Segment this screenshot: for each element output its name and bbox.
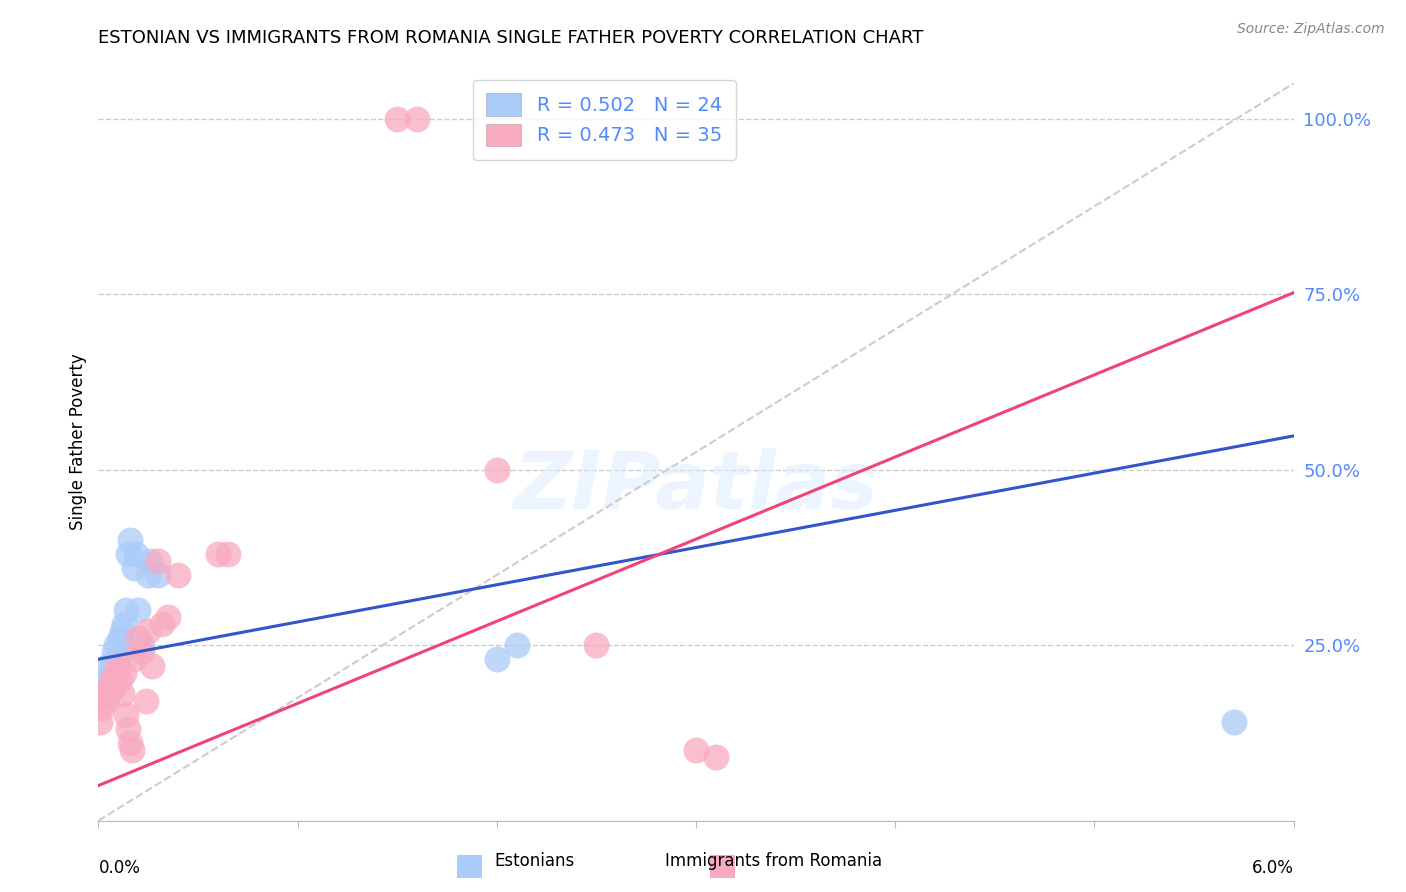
Point: [127, 603, 149, 617]
Point: [135, 694, 157, 708]
Point: [685, 743, 707, 757]
Text: ZIPatlas: ZIPatlas: [513, 448, 879, 526]
Text: Source: ZipAtlas.com: Source: ZipAtlas.com: [1237, 22, 1385, 37]
Point: [96, 694, 118, 708]
Point: [112, 617, 135, 632]
Point: [107, 659, 129, 673]
Point: [136, 624, 159, 639]
Point: [125, 547, 148, 561]
Point: [93, 687, 115, 701]
Point: [131, 645, 153, 659]
Point: [107, 652, 129, 666]
Point: [115, 603, 138, 617]
Legend: R = 0.502   N = 24, R = 0.473   N = 35: R = 0.502 N = 24, R = 0.473 N = 35: [472, 79, 735, 160]
Point: [131, 638, 153, 652]
Point: [139, 554, 162, 568]
Point: [111, 687, 134, 701]
Text: Estonians: Estonians: [494, 852, 575, 870]
Point: [406, 112, 429, 126]
Point: [103, 680, 125, 694]
Point: [110, 673, 132, 688]
Point: [217, 547, 239, 561]
Point: [97, 659, 120, 673]
Point: [120, 736, 142, 750]
Point: [121, 743, 143, 757]
Point: [485, 652, 508, 666]
Point: [124, 652, 146, 666]
Point: [704, 750, 727, 764]
Point: [103, 645, 125, 659]
Point: [167, 568, 190, 582]
Point: [157, 610, 180, 624]
Point: [98, 680, 122, 694]
Point: [207, 547, 229, 561]
Point: [136, 568, 159, 582]
Point: [124, 561, 146, 575]
Point: [385, 112, 409, 126]
Point: [101, 673, 124, 688]
Point: [1223, 715, 1246, 730]
Point: [117, 723, 139, 737]
Point: [120, 533, 142, 547]
Point: [97, 687, 120, 701]
Text: 0.0%: 0.0%: [98, 859, 141, 877]
Text: ESTONIAN VS IMMIGRANTS FROM ROMANIA SINGLE FATHER POVERTY CORRELATION CHART: ESTONIAN VS IMMIGRANTS FROM ROMANIA SING…: [98, 29, 924, 47]
Point: [112, 666, 135, 681]
Point: [150, 617, 173, 632]
Point: [105, 666, 128, 681]
Point: [91, 701, 114, 715]
Point: [105, 638, 128, 652]
Point: [117, 547, 139, 561]
Point: [89, 715, 111, 730]
Point: [141, 659, 163, 673]
Point: [96, 673, 118, 688]
Point: [127, 631, 149, 645]
Text: 6.0%: 6.0%: [1251, 859, 1294, 877]
Point: [110, 631, 132, 645]
Text: Immigrants from Romania: Immigrants from Romania: [665, 852, 882, 870]
Point: [101, 659, 124, 673]
Point: [148, 554, 170, 568]
Point: [91, 687, 114, 701]
Point: [148, 568, 170, 582]
Point: [585, 638, 607, 652]
Point: [115, 708, 138, 723]
Y-axis label: Single Father Poverty: Single Father Poverty: [69, 353, 87, 530]
Point: [111, 624, 134, 639]
Point: [485, 462, 508, 476]
Point: [506, 638, 529, 652]
Point: [98, 673, 122, 688]
